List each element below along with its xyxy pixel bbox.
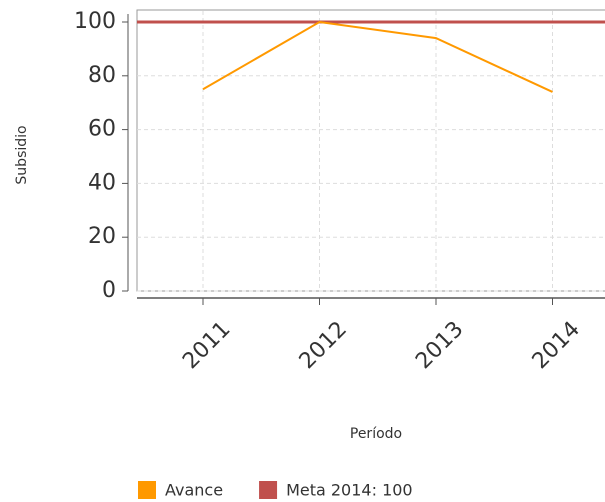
series-line xyxy=(202,20,553,93)
legend-label: Avance xyxy=(165,481,223,500)
legend-swatch xyxy=(138,481,156,499)
x-tick-label: 2011 xyxy=(178,317,235,374)
y-tick-label: 80 xyxy=(88,63,116,88)
y-tick-label: 60 xyxy=(88,117,116,142)
y-tick-label: 40 xyxy=(88,170,116,195)
legend-label: Meta 2014: 100 xyxy=(286,481,413,500)
x-tick-label: 2013 xyxy=(411,317,468,374)
y-tick-label: 0 xyxy=(102,278,116,303)
y-tick-label: 20 xyxy=(88,224,116,249)
x-tick-label: 2012 xyxy=(295,317,352,374)
plot-area xyxy=(136,9,605,292)
y-axis-title: Subsidio xyxy=(14,125,30,184)
y-tick-label: 100 xyxy=(74,9,116,34)
x-axis-title: Período xyxy=(350,426,402,442)
x-tick-label: 2014 xyxy=(528,317,585,374)
legend-swatch xyxy=(259,481,278,499)
